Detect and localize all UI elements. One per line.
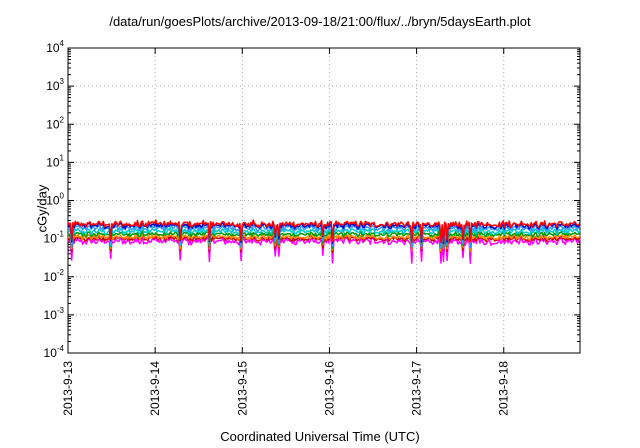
chart-title: /data/run/goesPlots/archive/2013-09-18/2…	[109, 14, 531, 29]
y-tick-label: 10-1	[44, 230, 65, 246]
series-line	[67, 219, 581, 244]
x-axis-label: Coordinated Universal Time (UTC)	[220, 429, 420, 444]
y-tick-label: 10-4	[44, 344, 65, 360]
y-tick-label: 10-2	[44, 268, 65, 284]
x-tick-label: 2013-9-16	[322, 361, 336, 416]
x-tick-label: 2013-9-15	[235, 361, 249, 416]
y-tick-label: 104	[46, 39, 64, 55]
y-tick-label: 10-3	[44, 306, 65, 322]
y-tick-label: 101	[46, 153, 64, 169]
y-tick-label: 100	[46, 192, 64, 208]
y-tick-label: 102	[46, 115, 64, 131]
x-tick-label: 2013-9-18	[497, 361, 511, 416]
x-tick-label: 2013-9-17	[410, 361, 424, 416]
x-tick-label: 2013-9-14	[148, 361, 162, 416]
y-tick-label: 103	[46, 77, 64, 93]
x-tick-label: 2013-9-13	[61, 361, 75, 416]
